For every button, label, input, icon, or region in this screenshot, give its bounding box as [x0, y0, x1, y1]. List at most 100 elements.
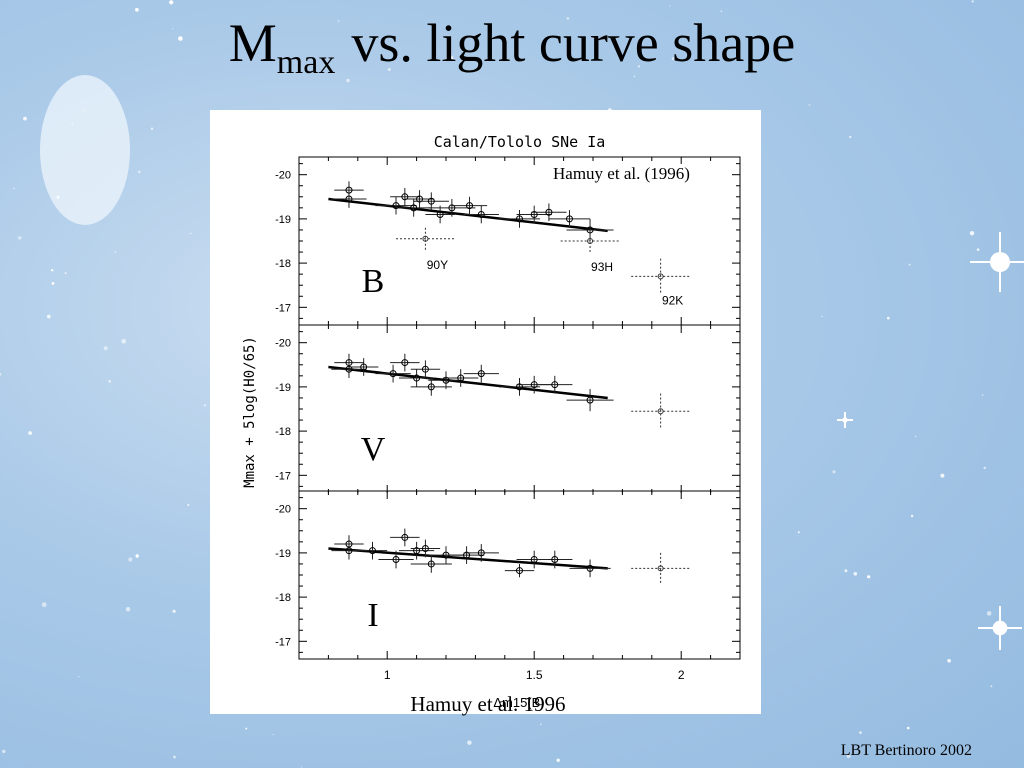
star [844, 569, 848, 573]
star [853, 572, 858, 576]
data-point [360, 363, 368, 371]
outlier-label-90Y: 90Y [427, 258, 448, 272]
star [969, 231, 975, 236]
chart-svg: Calan/Tololo SNe Ia -20 -19 -18 -17 B 90Y 93H 92… [242, 133, 741, 710]
star [150, 127, 154, 130]
star [832, 470, 836, 474]
star [28, 431, 32, 435]
star [797, 531, 800, 534]
star [13, 187, 15, 190]
outlier-label-92K: 92K [662, 293, 683, 307]
star [23, 116, 27, 121]
slide-title: Mmax vs. light curve shape [0, 6, 1024, 88]
star [669, 5, 671, 7]
outlier-point [657, 565, 664, 572]
data-point [389, 370, 397, 378]
data-point [457, 374, 465, 382]
star [51, 282, 55, 285]
star [990, 685, 993, 688]
star [41, 602, 47, 608]
star [971, 0, 974, 3]
data-point [516, 567, 523, 575]
data-point [427, 560, 435, 568]
star [178, 36, 183, 41]
star [910, 514, 914, 518]
x-axis-label: Δm15(B) [493, 695, 544, 710]
star [981, 394, 984, 396]
x-tick-label: 1 [384, 668, 391, 682]
data-point [413, 547, 421, 555]
star [940, 473, 945, 478]
data-point [392, 202, 400, 210]
data-point [477, 210, 485, 218]
star [2, 749, 6, 754]
data-point [427, 383, 435, 391]
data-point [392, 556, 400, 564]
fit-line [328, 547, 608, 570]
star [887, 316, 890, 320]
data-point [421, 365, 429, 373]
outlier-point [422, 235, 429, 242]
data-point [401, 359, 409, 367]
star [986, 611, 992, 616]
star [190, 232, 192, 235]
band-label-V: V [361, 431, 386, 468]
y-axis-label: Mmax + 5log(H0/65) [242, 336, 258, 488]
star [272, 733, 274, 736]
star [245, 727, 248, 730]
star [947, 658, 951, 663]
y-tick-label: -20 [275, 338, 291, 350]
band-label-B: B [362, 263, 385, 300]
data-point [442, 376, 450, 384]
star [114, 251, 117, 253]
star [78, 676, 80, 678]
figure-credit-top: Hamuy et al. (1996) [553, 164, 690, 184]
star [135, 554, 139, 558]
data-point [401, 533, 409, 541]
star [51, 269, 54, 272]
star [808, 104, 811, 106]
fit-line [328, 365, 608, 400]
star [906, 726, 910, 730]
data-point [565, 215, 573, 223]
data-point [477, 370, 485, 378]
title-rest: vs. light curve shape [351, 13, 796, 73]
star [908, 263, 911, 266]
galaxy-glow [40, 75, 130, 225]
star [125, 607, 131, 612]
star [103, 346, 108, 351]
star [983, 466, 986, 470]
star [128, 557, 133, 562]
data-point [436, 210, 444, 218]
star [0, 372, 2, 376]
data-point [427, 197, 435, 205]
y-tick-label: -19 [275, 548, 291, 560]
star [720, 10, 723, 12]
star [169, 0, 174, 5]
y-tick-label: -19 [275, 382, 291, 394]
star [56, 195, 60, 199]
star [671, 57, 675, 61]
data-point [545, 208, 553, 216]
x-tick-label: 2 [678, 668, 685, 682]
y-tick-label: -17 [275, 470, 291, 482]
bright-star [970, 232, 1024, 292]
star [849, 135, 852, 139]
data-point [551, 381, 559, 389]
star [633, 75, 636, 78]
figure-credit-bottom: Hamuy et al. 1996 [410, 692, 566, 716]
y-tick-label: -19 [275, 214, 291, 226]
star [173, 755, 176, 759]
data-point [345, 365, 353, 373]
star [556, 758, 560, 762]
star [137, 170, 141, 174]
star [135, 7, 139, 12]
outlier-point [657, 408, 664, 415]
star [337, 20, 340, 22]
star [821, 315, 823, 318]
star [172, 609, 176, 613]
star [82, 109, 85, 112]
data-point [463, 551, 471, 559]
data-point [416, 195, 424, 203]
star [637, 65, 641, 68]
